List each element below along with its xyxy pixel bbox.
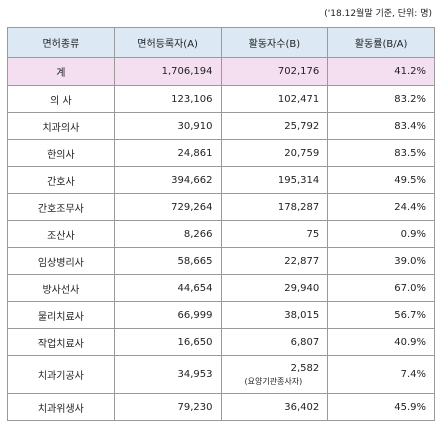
registered-count: 729,264 (113, 193, 222, 221)
activity-rate: 24.4% (327, 193, 435, 221)
activity-rate: 56.7% (327, 301, 435, 329)
column-header: 면허등록자(A) (113, 27, 222, 58)
table-row: 계 1,706,194 702,176 41.2% (7, 57, 435, 86)
active-note: (요양기관종사자) (244, 376, 303, 386)
license-type: 간호조무사 (7, 193, 115, 221)
table-row: 치과기공사 34,953 2,582 (요양기관종사자) 7.4% (7, 355, 435, 394)
table-row: 의 사 123,106 102,471 83.2% (7, 85, 435, 113)
active-cell: 2,582 (요양기관종사자) (220, 355, 329, 394)
registered-count: 1,706,194 (113, 57, 222, 86)
activity-rate: 49.5% (327, 166, 435, 194)
registered-count: 44,654 (113, 274, 222, 302)
license-type: 임상병리사 (7, 247, 115, 275)
registered-count: 34,953 (113, 355, 222, 394)
registered-count: 16,650 (113, 328, 222, 356)
activity-rate: 7.4% (327, 355, 435, 394)
table-row: 물리치료사 66,999 38,015 56.7% (7, 301, 435, 329)
table-row: 치과의사 30,910 25,792 83.4% (7, 112, 435, 140)
registered-count: 24,861 (113, 139, 222, 167)
active-cell: 75 (220, 220, 329, 248)
active-count: 20,759 (284, 147, 320, 159)
active-cell: 20,759 (220, 139, 329, 167)
column-header: 면허종류 (7, 27, 115, 58)
license-type: 치과기공사 (7, 355, 115, 394)
license-type: 물리치료사 (7, 301, 115, 329)
column-header: 활동자수(B) (220, 27, 329, 58)
table-row: 한의사 24,861 20,759 83.5% (7, 139, 435, 167)
active-cell: 25,792 (220, 112, 329, 140)
active-count: 702,176 (277, 66, 320, 77)
active-count: 22,877 (284, 255, 320, 267)
active-cell: 702,176 (220, 57, 329, 86)
license-type: 작업치료사 (7, 328, 115, 356)
table-row: 치과위생사 79,230 36,402 45.9% (7, 393, 435, 421)
activity-rate: 39.0% (327, 247, 435, 275)
table-row: 방사선사 44,654 29,940 67.0% (7, 274, 435, 302)
active-count: 29,940 (284, 282, 320, 294)
active-count: 102,471 (277, 93, 320, 105)
activity-rate: 41.2% (327, 57, 435, 86)
activity-rate: 83.5% (327, 139, 435, 167)
activity-rate: 83.4% (327, 112, 435, 140)
registered-count: 30,910 (113, 112, 222, 140)
table-row: 임상병리사 58,665 22,877 39.0% (7, 247, 435, 275)
active-count: 25,792 (284, 120, 320, 132)
table-row: 간호조무사 729,264 178,287 24.4% (7, 193, 435, 221)
active-count: 178,287 (277, 201, 320, 213)
license-type: 치과위생사 (7, 393, 115, 421)
active-count: 2,582 (290, 362, 320, 374)
registered-count: 8,266 (113, 220, 222, 248)
active-count: 36,402 (284, 401, 320, 413)
header-row: 면허종류 면허등록자(A) 활동자수(B) 활동률(B/A) (7, 27, 435, 58)
active-count: 195,314 (277, 174, 320, 186)
license-type: 의 사 (7, 85, 115, 113)
license-type: 계 (7, 57, 115, 86)
table-row: 작업치료사 16,650 6,807 40.9% (7, 328, 435, 356)
activity-rate: 83.2% (327, 85, 435, 113)
registered-count: 123,106 (113, 85, 222, 113)
active-cell: 6,807 (220, 328, 329, 356)
table-row: 조산사 8,266 75 0.9% (7, 220, 435, 248)
activity-rate: 45.9% (327, 393, 435, 421)
license-type: 간호사 (7, 166, 115, 194)
activity-rate: 67.0% (327, 274, 435, 302)
active-cell: 178,287 (220, 193, 329, 221)
active-count: 75 (306, 228, 320, 240)
active-count: 6,807 (290, 336, 320, 348)
activity-rate: 40.9% (327, 328, 435, 356)
registered-count: 394,662 (113, 166, 222, 194)
registered-count: 66,999 (113, 301, 222, 329)
license-type: 방사선사 (7, 274, 115, 302)
registered-count: 79,230 (113, 393, 222, 421)
active-cell: 195,314 (220, 166, 329, 194)
active-cell: 38,015 (220, 301, 329, 329)
active-cell: 29,940 (220, 274, 329, 302)
table-row: 간호사 394,662 195,314 49.5% (7, 166, 435, 194)
license-type: 조산사 (7, 220, 115, 248)
unit-note: ('18.12월말 기준, 단위: 명) (324, 9, 432, 19)
license-type: 치과의사 (7, 112, 115, 140)
registered-count: 58,665 (113, 247, 222, 275)
activity-rate: 0.9% (327, 220, 435, 248)
active-count: 38,015 (284, 309, 320, 321)
license-table: 면허종류 면허등록자(A) 활동자수(B) 활동률(B/A) 계 1,706,194 70… (7, 27, 435, 421)
active-cell: 22,877 (220, 247, 329, 275)
column-header: 활동률(B/A) (327, 27, 435, 58)
active-cell: 36,402 (220, 393, 329, 421)
license-type: 한의사 (7, 139, 115, 167)
active-cell: 102,471 (220, 85, 329, 113)
